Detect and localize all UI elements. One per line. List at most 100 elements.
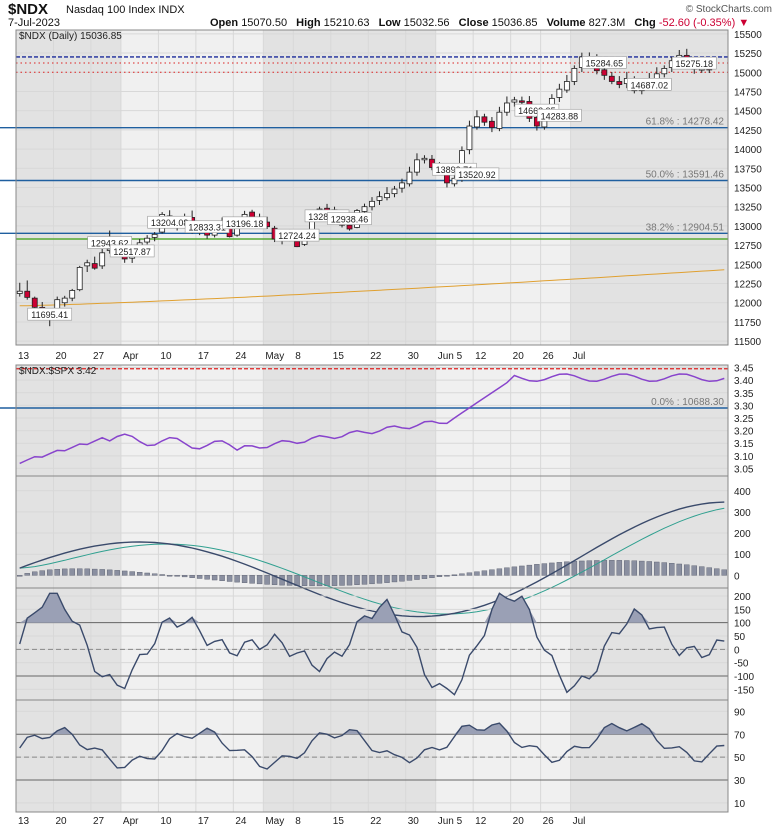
- macd-hist-20: [166, 575, 173, 577]
- macd-hist-11: [99, 569, 105, 576]
- highlight-box-10: [454, 167, 500, 181]
- macd-hist-91: [699, 566, 705, 576]
- price-ytick-14: 15000: [734, 68, 762, 79]
- month-shade-1-1: [263, 365, 436, 476]
- macd-hist-54: [421, 575, 428, 579]
- candle-body-63: [489, 120, 495, 128]
- candle-body-8: [76, 267, 83, 291]
- price-ytick-3: 12250: [734, 280, 762, 291]
- highlight-label-13: 15284.65: [586, 58, 624, 68]
- macd-hist-56: [436, 575, 443, 577]
- macd-hist-57: [444, 575, 450, 577]
- bottom-xtick-10: 22: [370, 816, 382, 827]
- price-legend: $NDX (Daily) 15036.85: [19, 31, 122, 42]
- macd-hist-93: [714, 568, 720, 576]
- bottom-xtick-16: Jul: [573, 816, 586, 827]
- quote-date: 7-Jul-2023: [8, 17, 60, 29]
- bottom-xtick-11: 30: [408, 816, 420, 827]
- macd-hist-58: [451, 574, 458, 576]
- candle-body-80: [616, 81, 623, 85]
- rsi-ytick-1: 30: [734, 776, 746, 787]
- candle-body-6: [61, 297, 68, 304]
- panel-border-0: [15, 29, 729, 346]
- price-xtick-13: 12: [475, 351, 487, 362]
- macd-hist-90: [691, 565, 697, 576]
- macd-hist-8: [77, 568, 83, 576]
- month-shade-4-0: [16, 700, 121, 812]
- macd-hist-64: [496, 568, 503, 576]
- price-ytick-1: 11750: [734, 318, 762, 329]
- bottom-xtick-12: Jun 5: [438, 816, 463, 827]
- price-xtick-9: 15: [333, 351, 345, 362]
- macd-hist-19: [159, 574, 165, 576]
- ohlc-readout: Open 15070.50 High 15210.63 Low 15032.56…: [210, 17, 749, 29]
- candle-body-66: [511, 99, 518, 103]
- macd-hist-83: [639, 560, 645, 576]
- price-xtick-11: 30: [408, 351, 420, 362]
- candle-body-18: [151, 233, 158, 238]
- macd-hist-18: [151, 573, 158, 576]
- macd-hist-74: [571, 561, 578, 576]
- highlight-label-10: 13520.92: [458, 170, 496, 180]
- bottom-xtick-5: 17: [198, 816, 210, 827]
- bottom-xtick-6: 24: [235, 816, 247, 827]
- macd-ytick-4: 400: [734, 487, 751, 498]
- price-xtick-2: 27: [93, 351, 105, 362]
- macd-hist-47: [369, 575, 375, 585]
- bottom-xtick-8: 8: [295, 816, 301, 827]
- rsi-ytick-0: 10: [734, 799, 746, 810]
- macd-ytick-0: 0: [734, 571, 740, 582]
- macd-hist-42: [331, 575, 338, 586]
- highlight-label-2: 12517.87: [113, 247, 151, 257]
- price-ytick-4: 12500: [734, 260, 762, 271]
- candle-body-49: [384, 193, 390, 199]
- macd-hist-16: [136, 572, 143, 576]
- macd-hist-7: [69, 568, 75, 576]
- candle-body-67: [518, 100, 525, 103]
- macd-hist-6: [62, 568, 68, 576]
- candle-body-9: [84, 262, 91, 267]
- volume-value: 827.3M: [588, 17, 626, 29]
- price-xtick-0: 13: [18, 351, 30, 362]
- ratio-legend: $NDX:$SPX 3.42: [19, 366, 97, 377]
- highlight-label-8: 12938.46: [331, 215, 369, 225]
- macd-hist-21: [174, 575, 180, 577]
- price-ytick-8: 13500: [734, 184, 762, 195]
- highlight-label-4: 12833.31: [188, 223, 226, 233]
- highlight-box-12: [537, 108, 582, 122]
- highlight-label-7: 13287.47: [308, 212, 346, 222]
- low-label: Low: [378, 17, 401, 29]
- candle-body-79: [608, 75, 615, 82]
- price-ytick-11: 14250: [734, 126, 762, 137]
- cci-ytick-6: 150: [734, 605, 751, 616]
- macd-hist-65: [504, 567, 510, 576]
- fib-label-1: 50.0% : 13591.46: [646, 170, 725, 181]
- ratio-ytick-4: 3.25: [734, 414, 754, 425]
- candle-body-10: [91, 263, 98, 269]
- price-ytick-13: 14750: [734, 87, 762, 98]
- highlight-label-0: 11695.41: [31, 310, 68, 320]
- candle-body-1: [24, 290, 31, 298]
- bottom-xtick-9: 15: [333, 816, 345, 827]
- price-ytick-5: 12750: [734, 241, 762, 252]
- macd-hist-78: [601, 560, 608, 576]
- highlight-box-8: [327, 212, 372, 225]
- price-xtick-15: 26: [543, 351, 555, 362]
- price-ytick-0: 11500: [734, 337, 762, 348]
- macd-hist-22: [181, 575, 188, 578]
- rsi-ytick-4: 90: [734, 707, 746, 718]
- cci-line: [19, 592, 725, 696]
- macd-hist-66: [511, 566, 518, 576]
- macd-hist-33: [264, 575, 270, 585]
- macd-hist-41: [324, 575, 330, 586]
- macd-hist-48: [376, 575, 383, 584]
- price-xtick-6: 24: [235, 351, 247, 362]
- macd-hist-12: [106, 569, 113, 576]
- price-xtick-4: 10: [160, 351, 172, 362]
- highlight-label-15: 15275.18: [676, 59, 714, 69]
- copyright: © StockCharts.com: [685, 4, 772, 15]
- highlight-label-5: 13196.18: [226, 219, 264, 229]
- candle-body-48: [376, 196, 383, 201]
- index-name-text: Nasdaq 100 Index: [66, 4, 156, 16]
- highlight-box-13: [582, 56, 627, 69]
